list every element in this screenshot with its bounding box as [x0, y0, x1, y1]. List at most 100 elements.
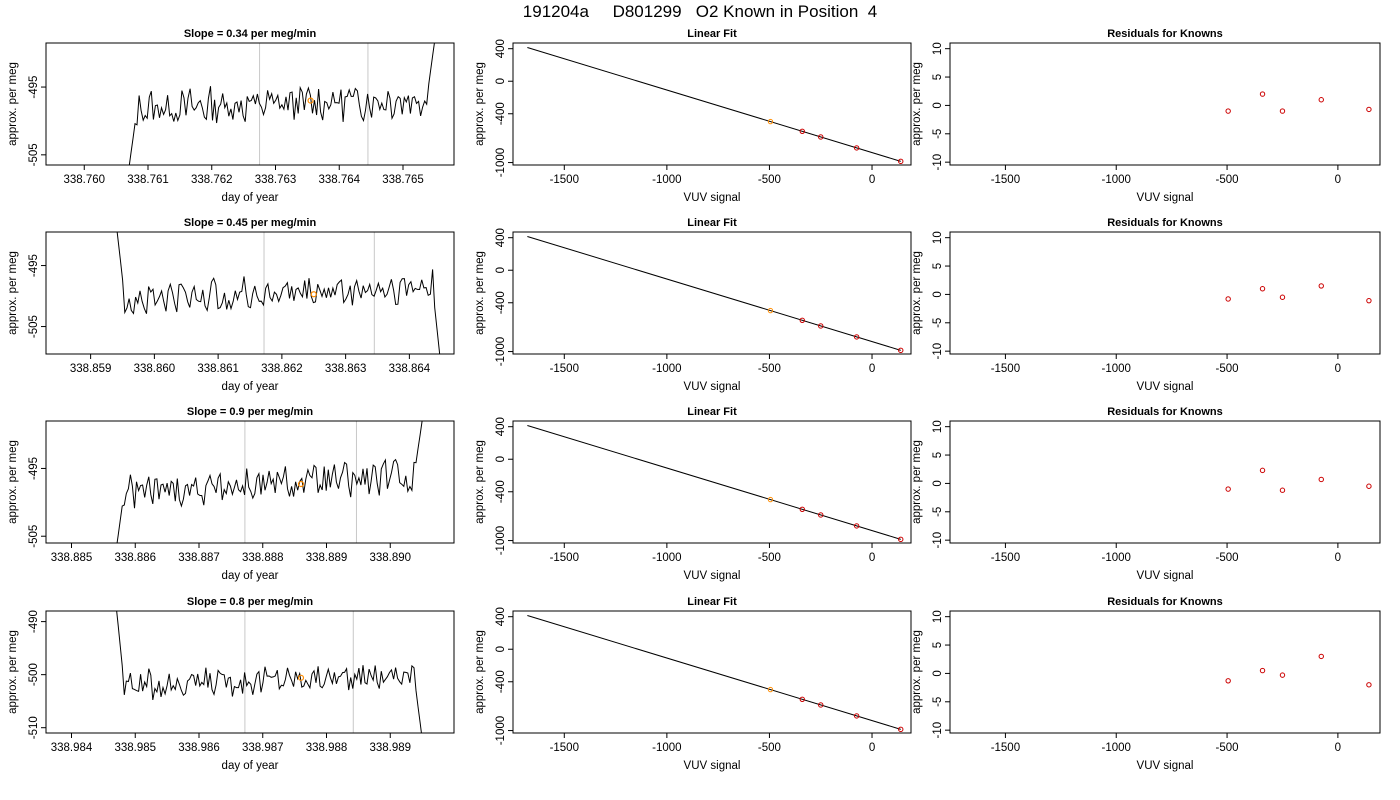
x-axis-label: VUV signal [1137, 192, 1194, 204]
residual-point [1279, 672, 1286, 678]
y-tick-label: 0 [932, 291, 944, 297]
plot-area [1225, 91, 1372, 114]
x-tick-label: 338.763 [255, 174, 297, 186]
y-tick-label: -500 [28, 663, 40, 686]
panel-title: Slope = 0.34 per meg/min [184, 28, 317, 40]
residual-point [1279, 487, 1286, 493]
y-tick-label: -505 [28, 143, 40, 166]
residual-point [1318, 97, 1324, 103]
x-tick-label: -1500 [550, 552, 579, 564]
residual-point [1225, 486, 1231, 492]
x-tick-label: 338.985 [114, 742, 156, 754]
x-tick-label: 338.762 [191, 174, 233, 186]
x-tick-label: 338.987 [242, 742, 284, 754]
x-tick-label: -1500 [991, 742, 1020, 754]
residual-point [1318, 283, 1324, 289]
y-tick-label: 5 [932, 642, 944, 648]
y-tick-label: -10 [932, 722, 944, 739]
y-tick-label: -505 [28, 315, 40, 338]
y-tick-label: -400 [495, 291, 507, 314]
plot-area [527, 235, 904, 354]
x-tick-label: 338.765 [382, 174, 424, 186]
plot-area [527, 46, 904, 165]
panel-r2-c1: Slope = 0.45 per meg/min 338.859 338.860 33… [7, 217, 455, 393]
y-axis-label: approx. per meg [474, 251, 486, 335]
y-tick-label: -10 [932, 343, 944, 360]
y-tick-label: -400 [495, 670, 507, 693]
x-tick-label: -500 [758, 742, 781, 754]
mean-marker [310, 291, 317, 298]
x-tick-label: -1500 [550, 742, 579, 754]
x-tick-label: -1500 [991, 174, 1020, 186]
y-tick-label: -400 [495, 102, 507, 125]
residual-point [1318, 476, 1324, 483]
x-tick-label: -1000 [652, 742, 681, 754]
x-tick-label: -500 [1216, 363, 1239, 375]
plot-frame [949, 231, 1381, 355]
x-tick-label: -1500 [991, 552, 1020, 564]
y-tick-label: -5 [932, 697, 944, 707]
x-tick-label: 338.984 [51, 742, 93, 754]
y-axis-label: approx. per meg [7, 630, 19, 714]
known-point [818, 323, 824, 329]
x-tick-label: -1000 [652, 363, 681, 375]
y-tick-label: 0 [932, 480, 944, 486]
signal-trace [116, 611, 422, 733]
residual-point [1279, 108, 1286, 114]
plot-frame [45, 610, 455, 734]
known-point [799, 317, 805, 324]
panel-r3-c2: Linear Fit-1500 -1000 -500 04000-400-1000VU… [474, 406, 912, 582]
x-tick-label: 338.860 [134, 363, 176, 375]
y-tick-label: -495 [28, 457, 40, 480]
residual-point [1279, 294, 1286, 300]
x-tick-label: -1000 [1102, 552, 1131, 564]
x-tick-label: 0 [869, 363, 875, 375]
x-tick-label: -1500 [550, 174, 579, 186]
known-point [853, 523, 860, 529]
panel-title: Residuals for Knowns [1107, 406, 1223, 418]
y-tick-label: 0 [495, 78, 507, 84]
panel-title: Linear Fit [687, 596, 737, 608]
y-tick-label: 5 [932, 263, 944, 269]
panel-r1-c1: Slope = 0.34 per meg/min 338.760 338.761 33… [7, 28, 455, 204]
y-tick-label: 400 [495, 39, 507, 58]
y-tick-label: 400 [495, 228, 507, 247]
x-axis-label: VUV signal [684, 760, 741, 772]
x-tick-label: 0 [869, 174, 875, 186]
known-point [853, 713, 860, 719]
x-tick-label: 338.887 [178, 552, 220, 564]
x-tick-label: 338.760 [63, 174, 105, 186]
known-point [799, 128, 805, 135]
fit-line [527, 46, 901, 162]
panel-r3-c3: Residuals for Knowns -1500 -1000 -500 0 10 5 0 -… [911, 406, 1381, 582]
signal-trace [116, 421, 423, 543]
y-axis-label: approx. per meg [7, 440, 19, 524]
x-tick-label: 0 [1335, 552, 1341, 564]
page-title: 191204a D801299 O2 Known in Position 4 [522, 2, 878, 21]
panel-r4-c2: Linear Fit-1500 -1000 -500 04000-400-1000VU… [474, 596, 912, 772]
plot-area [527, 424, 904, 543]
x-axis-label: VUV signal [1137, 570, 1194, 582]
x-tick-label: 338.986 [178, 742, 220, 754]
panel-r4-c3: Residuals for Knowns -1500 -1000 -500 0 10 5 0 -… [911, 596, 1381, 772]
signal-trace [116, 232, 441, 354]
x-tick-label: 338.886 [114, 552, 156, 564]
plot-frame [949, 610, 1381, 734]
x-tick-label: 338.861 [197, 363, 239, 375]
residual-point [1225, 108, 1231, 114]
known-point [818, 702, 824, 708]
panel-r1-c2: Linear Fit-1500 -1000 -500 04000-400-1000VU… [474, 28, 912, 204]
x-axis-label: day of year [222, 192, 279, 204]
plot-area [527, 614, 904, 733]
residual-point [1366, 682, 1372, 688]
panel-r2-c3: Residuals for Knowns -1500 -1000 -500 0 10 5 0 -… [911, 217, 1381, 393]
x-axis-label: day of year [222, 570, 279, 582]
x-tick-label: -1500 [550, 363, 579, 375]
plot-frame [512, 420, 912, 544]
plot-area [116, 611, 422, 733]
x-tick-label: 338.888 [242, 552, 284, 564]
known-point [799, 696, 805, 703]
x-tick-label: 338.862 [261, 363, 303, 375]
plot-area [1225, 283, 1372, 304]
y-tick-label: 400 [495, 607, 507, 626]
